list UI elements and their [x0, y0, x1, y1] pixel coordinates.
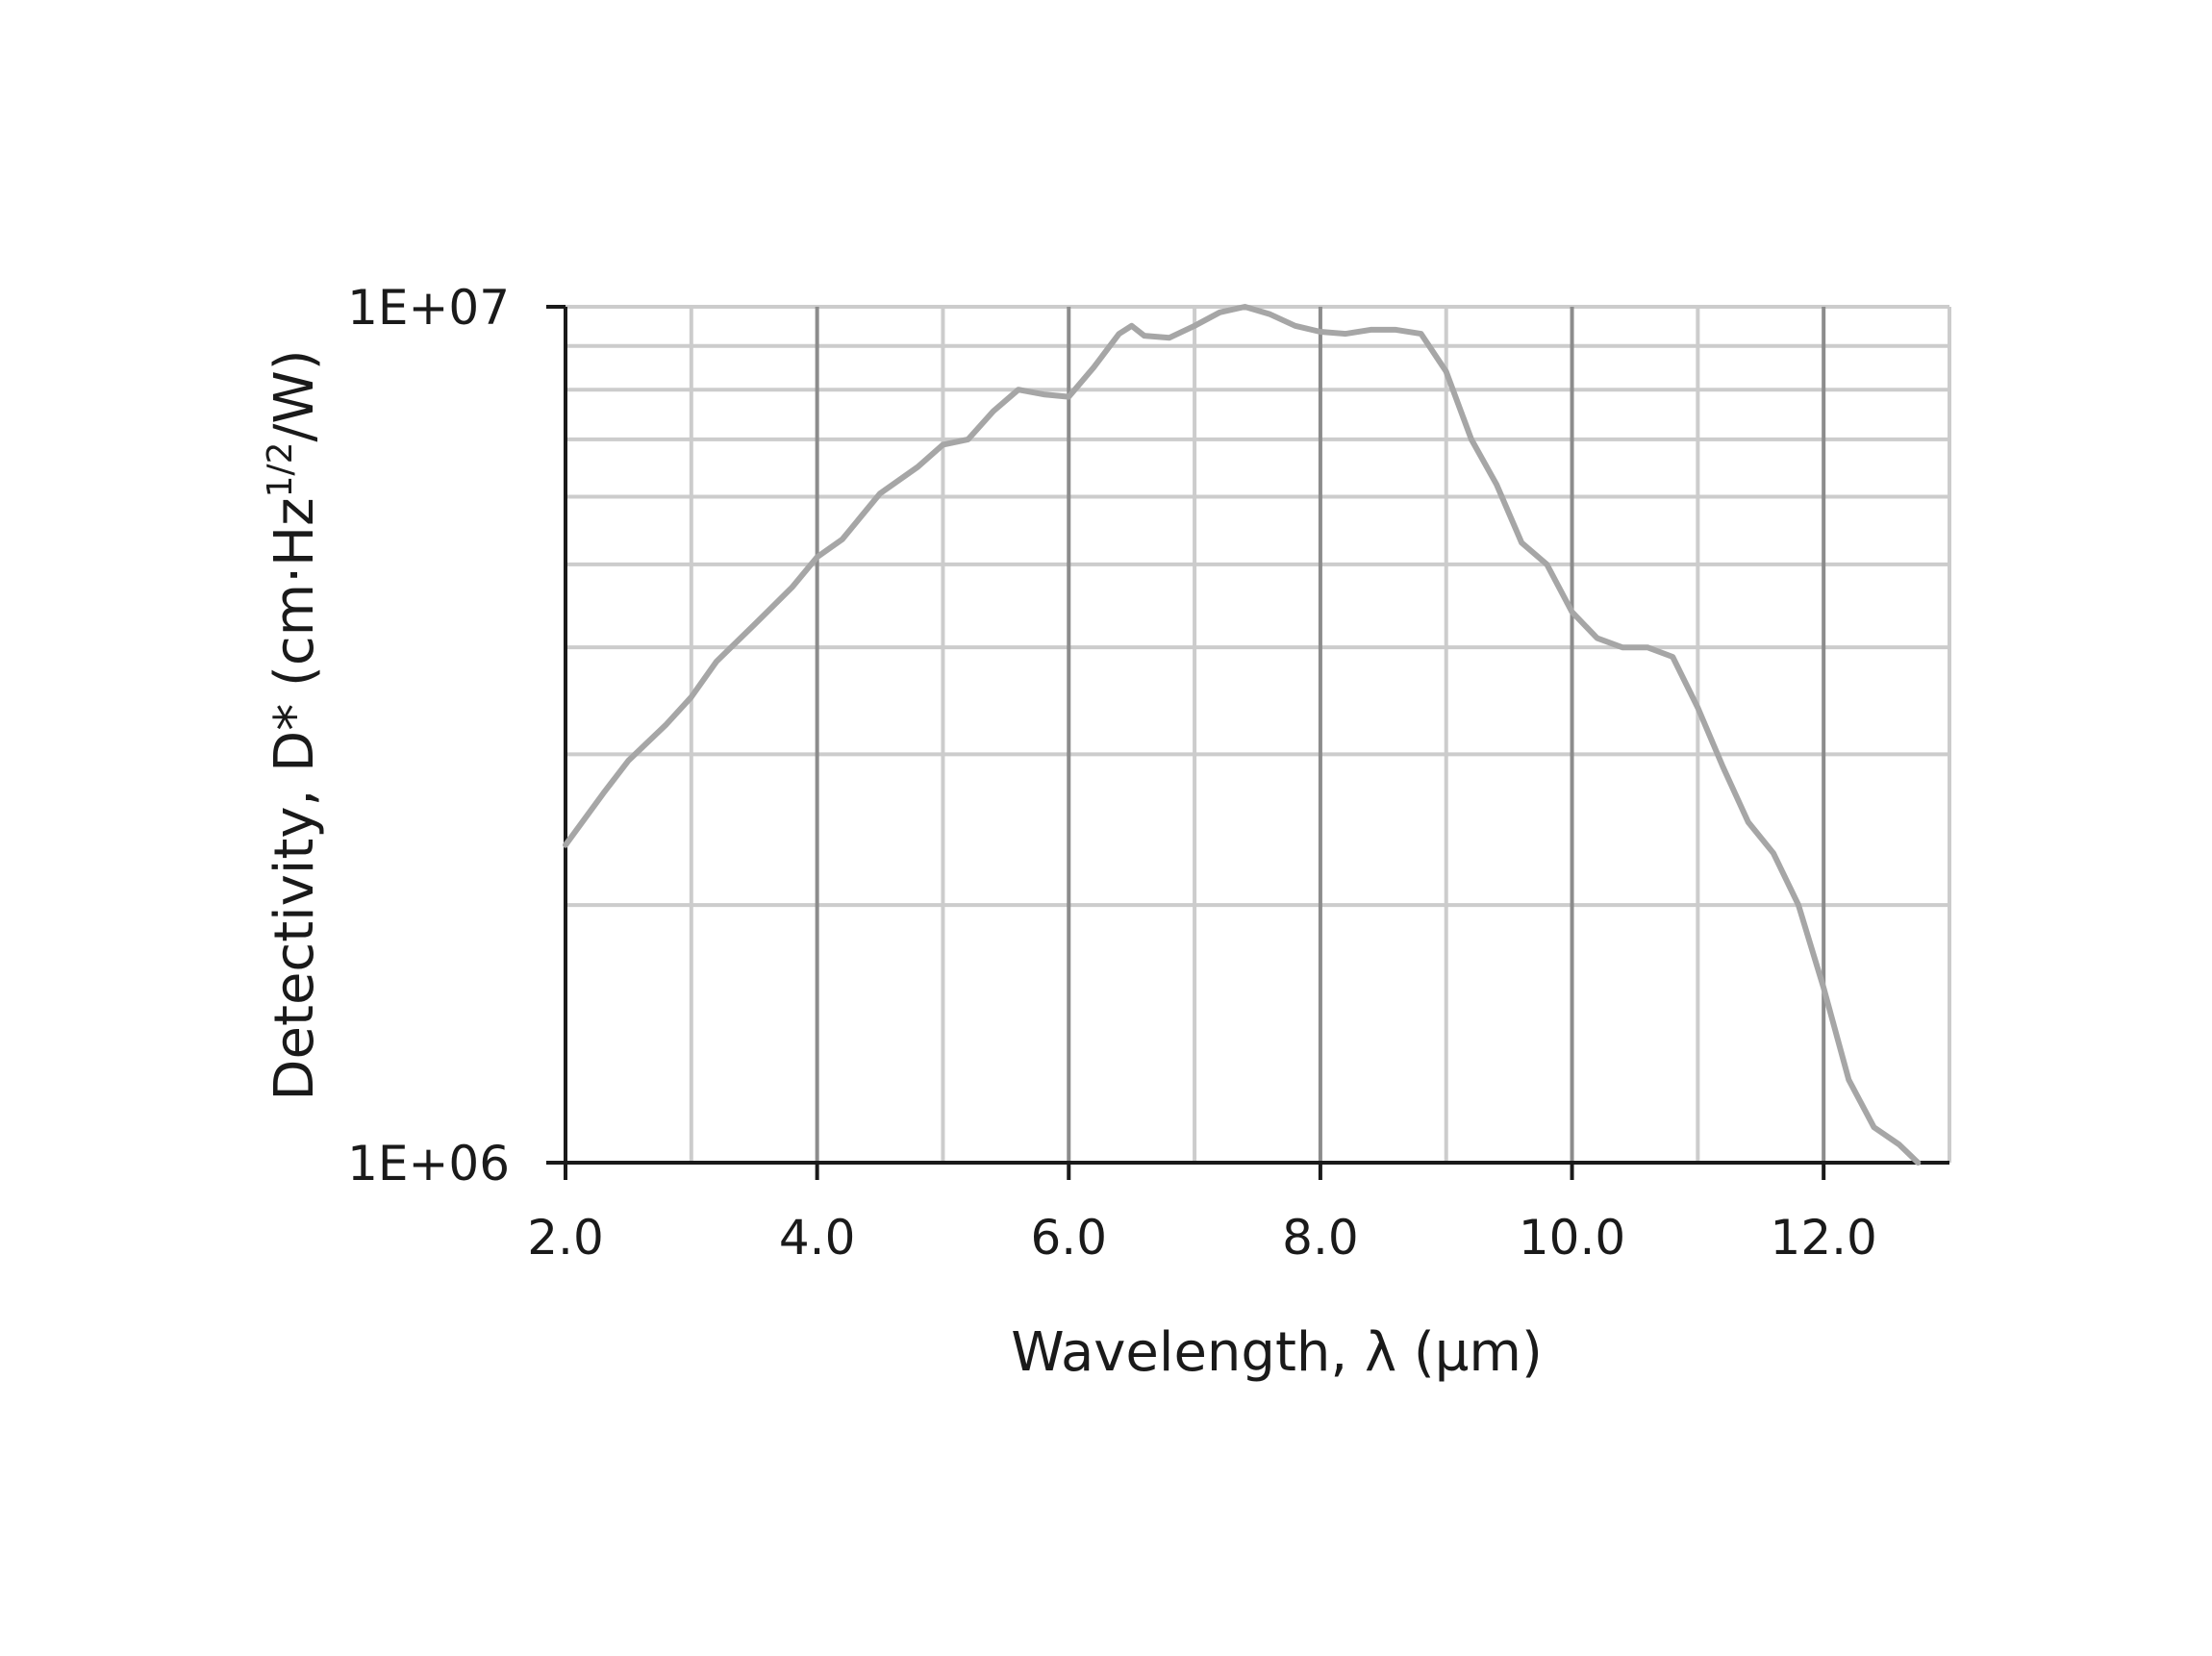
y-axis-title-tail: /W) — [264, 349, 326, 441]
y-axis-title: Detectivity, D* (cm·Hz1/2/W) — [261, 349, 326, 1100]
x-tick-label: 10.0 — [1519, 1210, 1625, 1266]
y-axis-title-main: Detectivity, D* (cm·Hz — [264, 497, 326, 1100]
y-tick-label: 1E+07 — [347, 280, 510, 336]
x-axis-title: Wavelength, λ (µm) — [1011, 1321, 1543, 1384]
y-tick-label: 1E+06 — [347, 1136, 510, 1192]
x-tick-label: 6.0 — [1031, 1210, 1108, 1266]
grid — [566, 305, 1951, 1163]
detectivity-series-line — [563, 304, 1922, 1166]
x-tick-label: 4.0 — [779, 1210, 856, 1266]
y-axis-title-superscript: 1/2 — [261, 442, 300, 498]
x-tick-label: 8.0 — [1282, 1210, 1359, 1266]
tick-labels: 2.0 4.0 6.0 8.0 10.0 12.0 1E+06 1E+07 — [347, 280, 1877, 1266]
x-tick-label: 2.0 — [527, 1210, 604, 1266]
x-tick-label: 12.0 — [1771, 1210, 1877, 1266]
axes — [546, 305, 1949, 1180]
series-layer — [563, 304, 1922, 1166]
